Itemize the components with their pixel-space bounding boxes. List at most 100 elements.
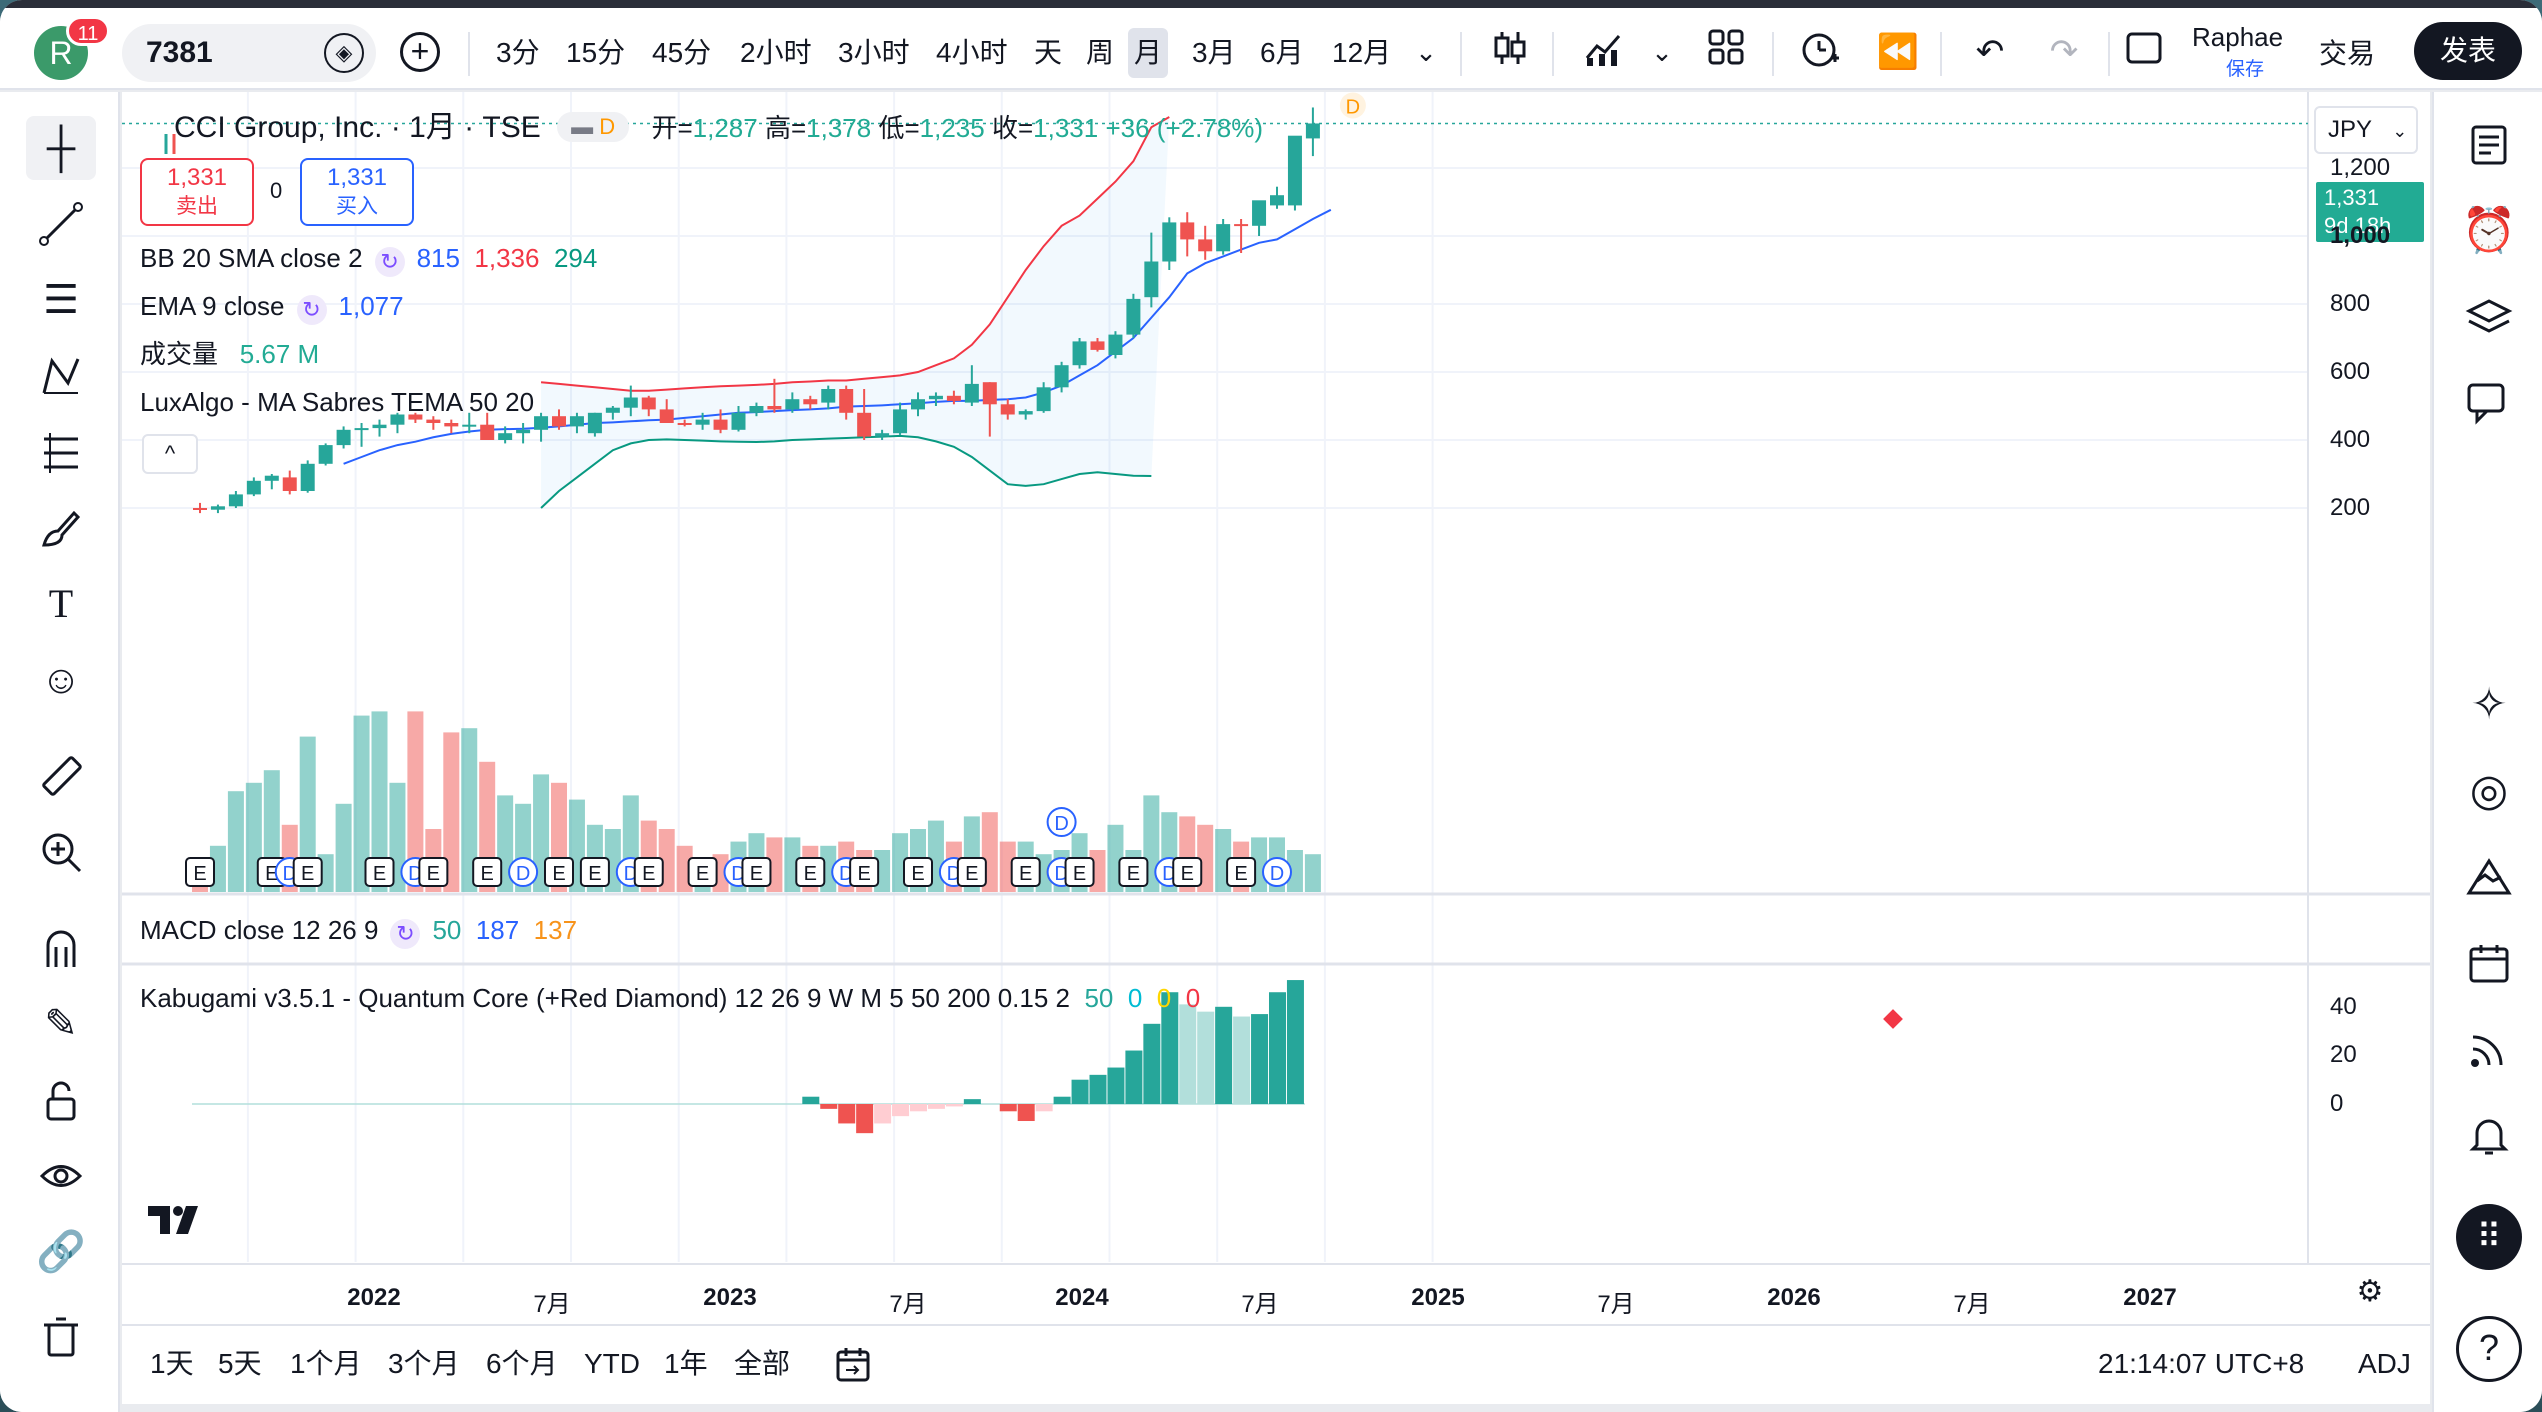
d-badge[interactable]: ▬ D [557,112,630,142]
timeframe-11[interactable]: 12月 [1332,37,1392,68]
add-symbol-icon[interactable]: + [400,32,440,72]
candle-body [1216,224,1231,252]
indicator-ema[interactable]: EMA 9 close ↻ 1,077 [140,288,404,325]
alarm-clock-icon[interactable]: ⏰ [2461,206,2517,255]
eye-icon[interactable] [26,1144,96,1208]
range-button-6[interactable]: 1年 [664,1348,708,1379]
timeframe-3[interactable]: 2小时 [740,37,812,68]
layers-icon[interactable] [2456,284,2522,350]
range-button-5[interactable]: YTD [584,1348,640,1379]
chart-pane[interactable]: DEEDEEDEEDEEDEEDEEDEEDEESDEEDEEDD CCI Gr… [122,92,2430,1404]
emoji-icon[interactable]: ☺ [40,658,82,702]
crosshair-icon[interactable]: ┼ [26,116,96,180]
candle-body [1108,334,1123,355]
timeframe-6[interactable]: 天 [1034,37,1063,68]
ideas-star-icon[interactable]: ✧ [2470,680,2508,729]
target-icon[interactable]: ◎ [2469,766,2509,815]
volume-bar [1304,854,1321,892]
diamond-icon[interactable]: ◈ [324,33,364,73]
refresh-icon[interactable]: ↻ [390,919,421,949]
alert-clock-icon[interactable] [1796,28,1844,76]
help-icon[interactable]: ? [2456,1316,2522,1382]
indicator-kabugami[interactable]: Kabugami v3.5.1 - Quantum Core (+Red Dia… [140,980,1200,1016]
zoom-in-icon[interactable] [26,820,96,884]
chevron-down-icon[interactable]: ⌄ [1415,37,1437,67]
refresh-icon[interactable]: ↻ [374,247,405,277]
pattern-icon[interactable] [26,344,96,408]
fib-icon[interactable] [26,420,96,484]
calendar-icon[interactable] [2456,930,2522,996]
adjustment-toggle[interactable]: ADJ [2358,1348,2411,1379]
fullscreen-icon[interactable] [2120,28,2168,76]
candles-icon[interactable] [1486,28,1534,76]
publish-button[interactable]: 发表 [2414,22,2522,80]
redo-icon[interactable]: ↷ [2049,33,2079,71]
mountain-icon[interactable] [2456,844,2522,910]
timeframe-4[interactable]: 3小时 [838,37,910,68]
trendline-icon[interactable] [26,192,96,256]
user-name[interactable]: Raphae [2192,22,2284,52]
timeframe-0[interactable]: 3分 [496,37,540,68]
trash-icon[interactable] [26,1306,96,1370]
range-button-4[interactable]: 6个月 [486,1348,558,1379]
indicator-macd[interactable]: MACD close 12 26 9 ↻ 50 187 137 [140,912,577,949]
candle-body [480,424,495,440]
range-button-1[interactable]: 5天 [218,1348,262,1379]
macd-v3: 137 [533,915,578,945]
calendar-range-icon[interactable] [834,1342,874,1386]
range-button-3[interactable]: 3个月 [388,1348,460,1379]
trade-button[interactable]: 交易 [2300,26,2394,82]
oscillator-axis-label: 20 [2330,1041,2357,1069]
bollinger-upper-line [540,116,1170,392]
settings-gear-icon[interactable]: ⚙ [2356,1275,2384,1308]
brush-icon[interactable] [26,496,96,560]
event-marker-label: E [373,863,386,885]
clock[interactable]: 21:14:07 UTC+8 [2098,1348,2305,1379]
indicators-icon[interactable] [1580,28,1628,76]
dividend-event-marker [1262,857,1292,887]
buy-button[interactable]: 1,331 买入 [300,158,414,226]
save-status[interactable]: 保存 [2226,59,2265,80]
lock-drawing-icon[interactable]: ✎ [44,1002,78,1046]
broadcast-icon[interactable] [2456,1016,2522,1082]
magnet-icon[interactable] [26,916,96,980]
timeframe-5[interactable]: 4小时 [936,37,1008,68]
indicator-bb[interactable]: BB 20 SMA close 2 ↻ 815 1,336 294 [140,240,597,277]
range-button-7[interactable]: 全部 [734,1348,791,1379]
text-icon[interactable]: T [48,581,74,626]
undo-icon[interactable]: ↶ [1975,33,2005,71]
symbol-title[interactable]: CCI Group, Inc. · 1月 · TSE [174,111,541,144]
replay-icon[interactable]: ⏪ [1876,33,1920,71]
lock-icon[interactable] [26,1068,96,1132]
refresh-icon[interactable]: ↻ [296,295,327,325]
timeframe-10[interactable]: 6月 [1260,37,1304,68]
timeframe-8[interactable]: 月 [1128,28,1169,78]
chat-icon[interactable] [2456,370,2522,436]
timeframe-9[interactable]: 3月 [1192,37,1236,68]
apps-grid-icon[interactable]: ⠿ [2456,1204,2522,1270]
watchlist-icon[interactable] [2456,112,2522,178]
ruler-icon[interactable] [26,744,96,808]
drawing-toolbar: ┼ ☰ T ☺ ✎ 🔗 [0,92,120,1412]
indicator-luxalgo[interactable]: LuxAlgo - MA Sabres TEMA 50 20 [140,384,534,420]
price-axis-label: 400 [2330,426,2371,453]
range-button-2[interactable]: 1个月 [290,1348,362,1379]
candle-body [767,406,782,410]
indicator-volume[interactable]: 成交量 5.67 M [140,336,319,372]
chevron-down-icon[interactable]: ⌄ [1651,37,1673,67]
timeframe-2[interactable]: 45分 [652,37,712,68]
candle-body [516,429,531,434]
bell-icon[interactable] [2456,1102,2522,1168]
link-icon[interactable]: 🔗 [36,1230,86,1274]
sell-button[interactable]: 1,331 卖出 [140,158,254,226]
range-button-0[interactable]: 1天 [150,1348,194,1379]
horizontal-lines-icon[interactable]: ☰ [43,278,79,322]
event-marker-label: E [481,863,494,885]
timeframe-7[interactable]: 周 [1086,37,1115,68]
symbol-search[interactable]: 7381 ◈ [122,24,376,82]
chart-canvas[interactable]: DEEDEEDEEDEEDEEDEEDEEDEESDEEDEEDD [122,92,2430,1324]
collapse-legend-button[interactable]: ^ [142,434,198,474]
layout-grid-icon[interactable] [1702,28,1750,76]
timeframe-1[interactable]: 15分 [566,37,626,68]
currency-select[interactable]: JPY ⌄ [2314,106,2418,154]
